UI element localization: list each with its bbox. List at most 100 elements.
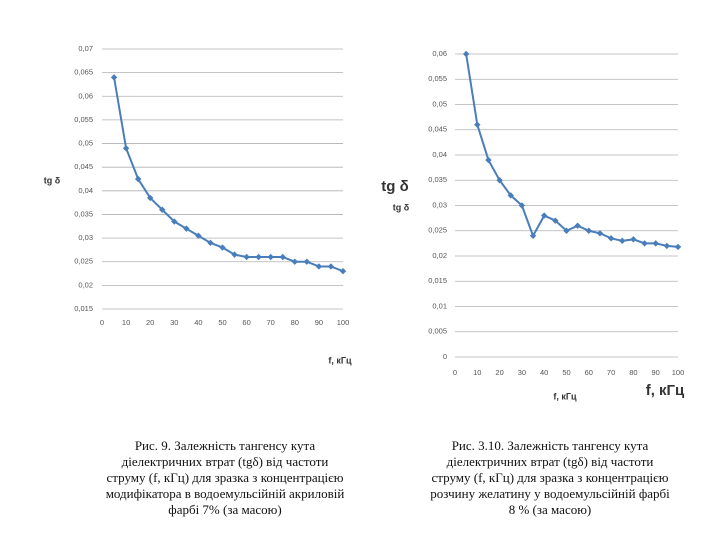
caption-line: розчину желатину у водоемульсійній фарбі [430,486,670,501]
y-label-large: tg δ [381,178,408,195]
caption-line: Рис. 9. Залежність тангенсу кута [135,438,316,453]
x-label: f, кГц [328,355,352,365]
data-point [619,237,626,245]
data-point [303,258,311,265]
data-point [267,253,274,261]
y-tick-label: 0,05 [432,99,447,108]
y-tick-label: 0,015 [428,276,447,285]
y-tick-label: 0,07 [78,44,93,53]
data-point [159,206,166,213]
y-tick-label: 0,02 [432,251,447,260]
data-point [171,218,178,225]
caption-line: 8 % (за масою) [509,502,592,517]
data-line [113,77,344,273]
data-point [674,243,682,251]
x-label: f, кГц [553,391,577,401]
y-tick-label: 0,055 [74,115,93,124]
x-tick-label: 40 [540,368,548,377]
data-point [122,145,130,152]
y-tick-label: 0 [443,352,447,361]
y-tick-label: 0,025 [74,257,93,266]
data-point [474,121,481,128]
data-point [563,227,570,234]
x-tick-label: 50 [218,318,226,327]
x-tick-label: 0 [100,318,104,327]
data-point [596,230,604,237]
data-point [585,227,592,234]
data-point [315,263,323,270]
data-point [630,236,637,243]
data-point [327,263,335,270]
data-point [219,244,226,251]
data-point [207,239,214,247]
x-tick-label: 0 [453,368,457,377]
x-tick-label: 30 [170,318,178,327]
x-tick-label: 20 [146,318,154,327]
y-tick-label: 0,045 [74,162,93,171]
x-tick-label: 100 [672,368,685,377]
data-point [462,50,470,58]
data-point [574,222,581,229]
data-point [541,212,548,219]
y-tick-label: 0,05 [78,139,93,148]
data-point [529,232,537,239]
y-tick-label: 0,065 [74,68,93,77]
x-tick-label: 70 [267,318,275,327]
x-tick-label: 60 [242,318,250,327]
data-point [496,177,503,184]
x-tick-label: 90 [315,318,323,327]
data-point [652,240,659,247]
data-line [465,53,679,248]
y-tick-label: 0,035 [428,175,447,184]
caption-line: модифікатора в водоемульсійній акриловій [106,486,345,501]
data-point [485,156,492,164]
data-point [243,253,250,261]
x-tick-label: 30 [518,368,526,377]
y-tick-label: 0,02 [78,280,93,289]
x-tick-label: 80 [291,318,299,327]
data-point [507,192,514,199]
x-label-large: f, кГц [646,382,685,399]
caption-line: діелектричних втрат (tgδ) від частоти [447,454,654,469]
y-tick-label: 0,045 [428,125,447,134]
x-tick-label: 40 [194,318,202,327]
x-tick-label: 70 [607,368,615,377]
y-tick-label: 0,03 [78,233,93,242]
data-point [663,242,671,250]
caption-line: діелектричних втрат (tgδ) від частоти [122,454,329,469]
data-point [183,225,190,232]
data-point [291,258,298,265]
x-tick-label: 10 [122,318,130,327]
caption-line: струму (f, кГц) для зразка з концентраці… [107,470,344,485]
y-tick-label: 0,055 [428,74,447,83]
data-point [255,253,262,261]
data-point [607,235,615,242]
y-tick-label: 0,01 [432,301,447,310]
data-point [134,175,142,183]
x-tick-label: 60 [585,368,593,377]
y-tick-label: 0,04 [432,150,447,159]
y-tick-label: 0,015 [74,304,93,313]
y-tick-label: 0,035 [74,209,93,218]
y-label: tg δ [44,175,61,185]
y-tick-label: 0,06 [432,49,447,58]
y-tick-label: 0,04 [78,186,93,195]
data-point [641,240,648,247]
x-tick-label: 20 [495,368,503,377]
y-tick-label: 0,005 [428,327,447,336]
x-tick-label: 100 [337,318,350,327]
data-point [279,253,286,261]
caption-line: Рис. 3.10. Залежність тангенсу кута [452,438,649,453]
data-point [110,74,118,81]
y-tick-label: 0,025 [428,226,447,235]
data-point [339,267,347,275]
data-point [231,251,238,258]
data-point [552,217,559,224]
x-tick-label: 50 [562,368,570,377]
y-tick-label: 0,06 [78,91,93,100]
data-point [195,232,202,239]
data-point [518,202,526,209]
x-tick-label: 80 [629,368,637,377]
caption-line: фарбі 7% (за масою) [168,502,281,517]
